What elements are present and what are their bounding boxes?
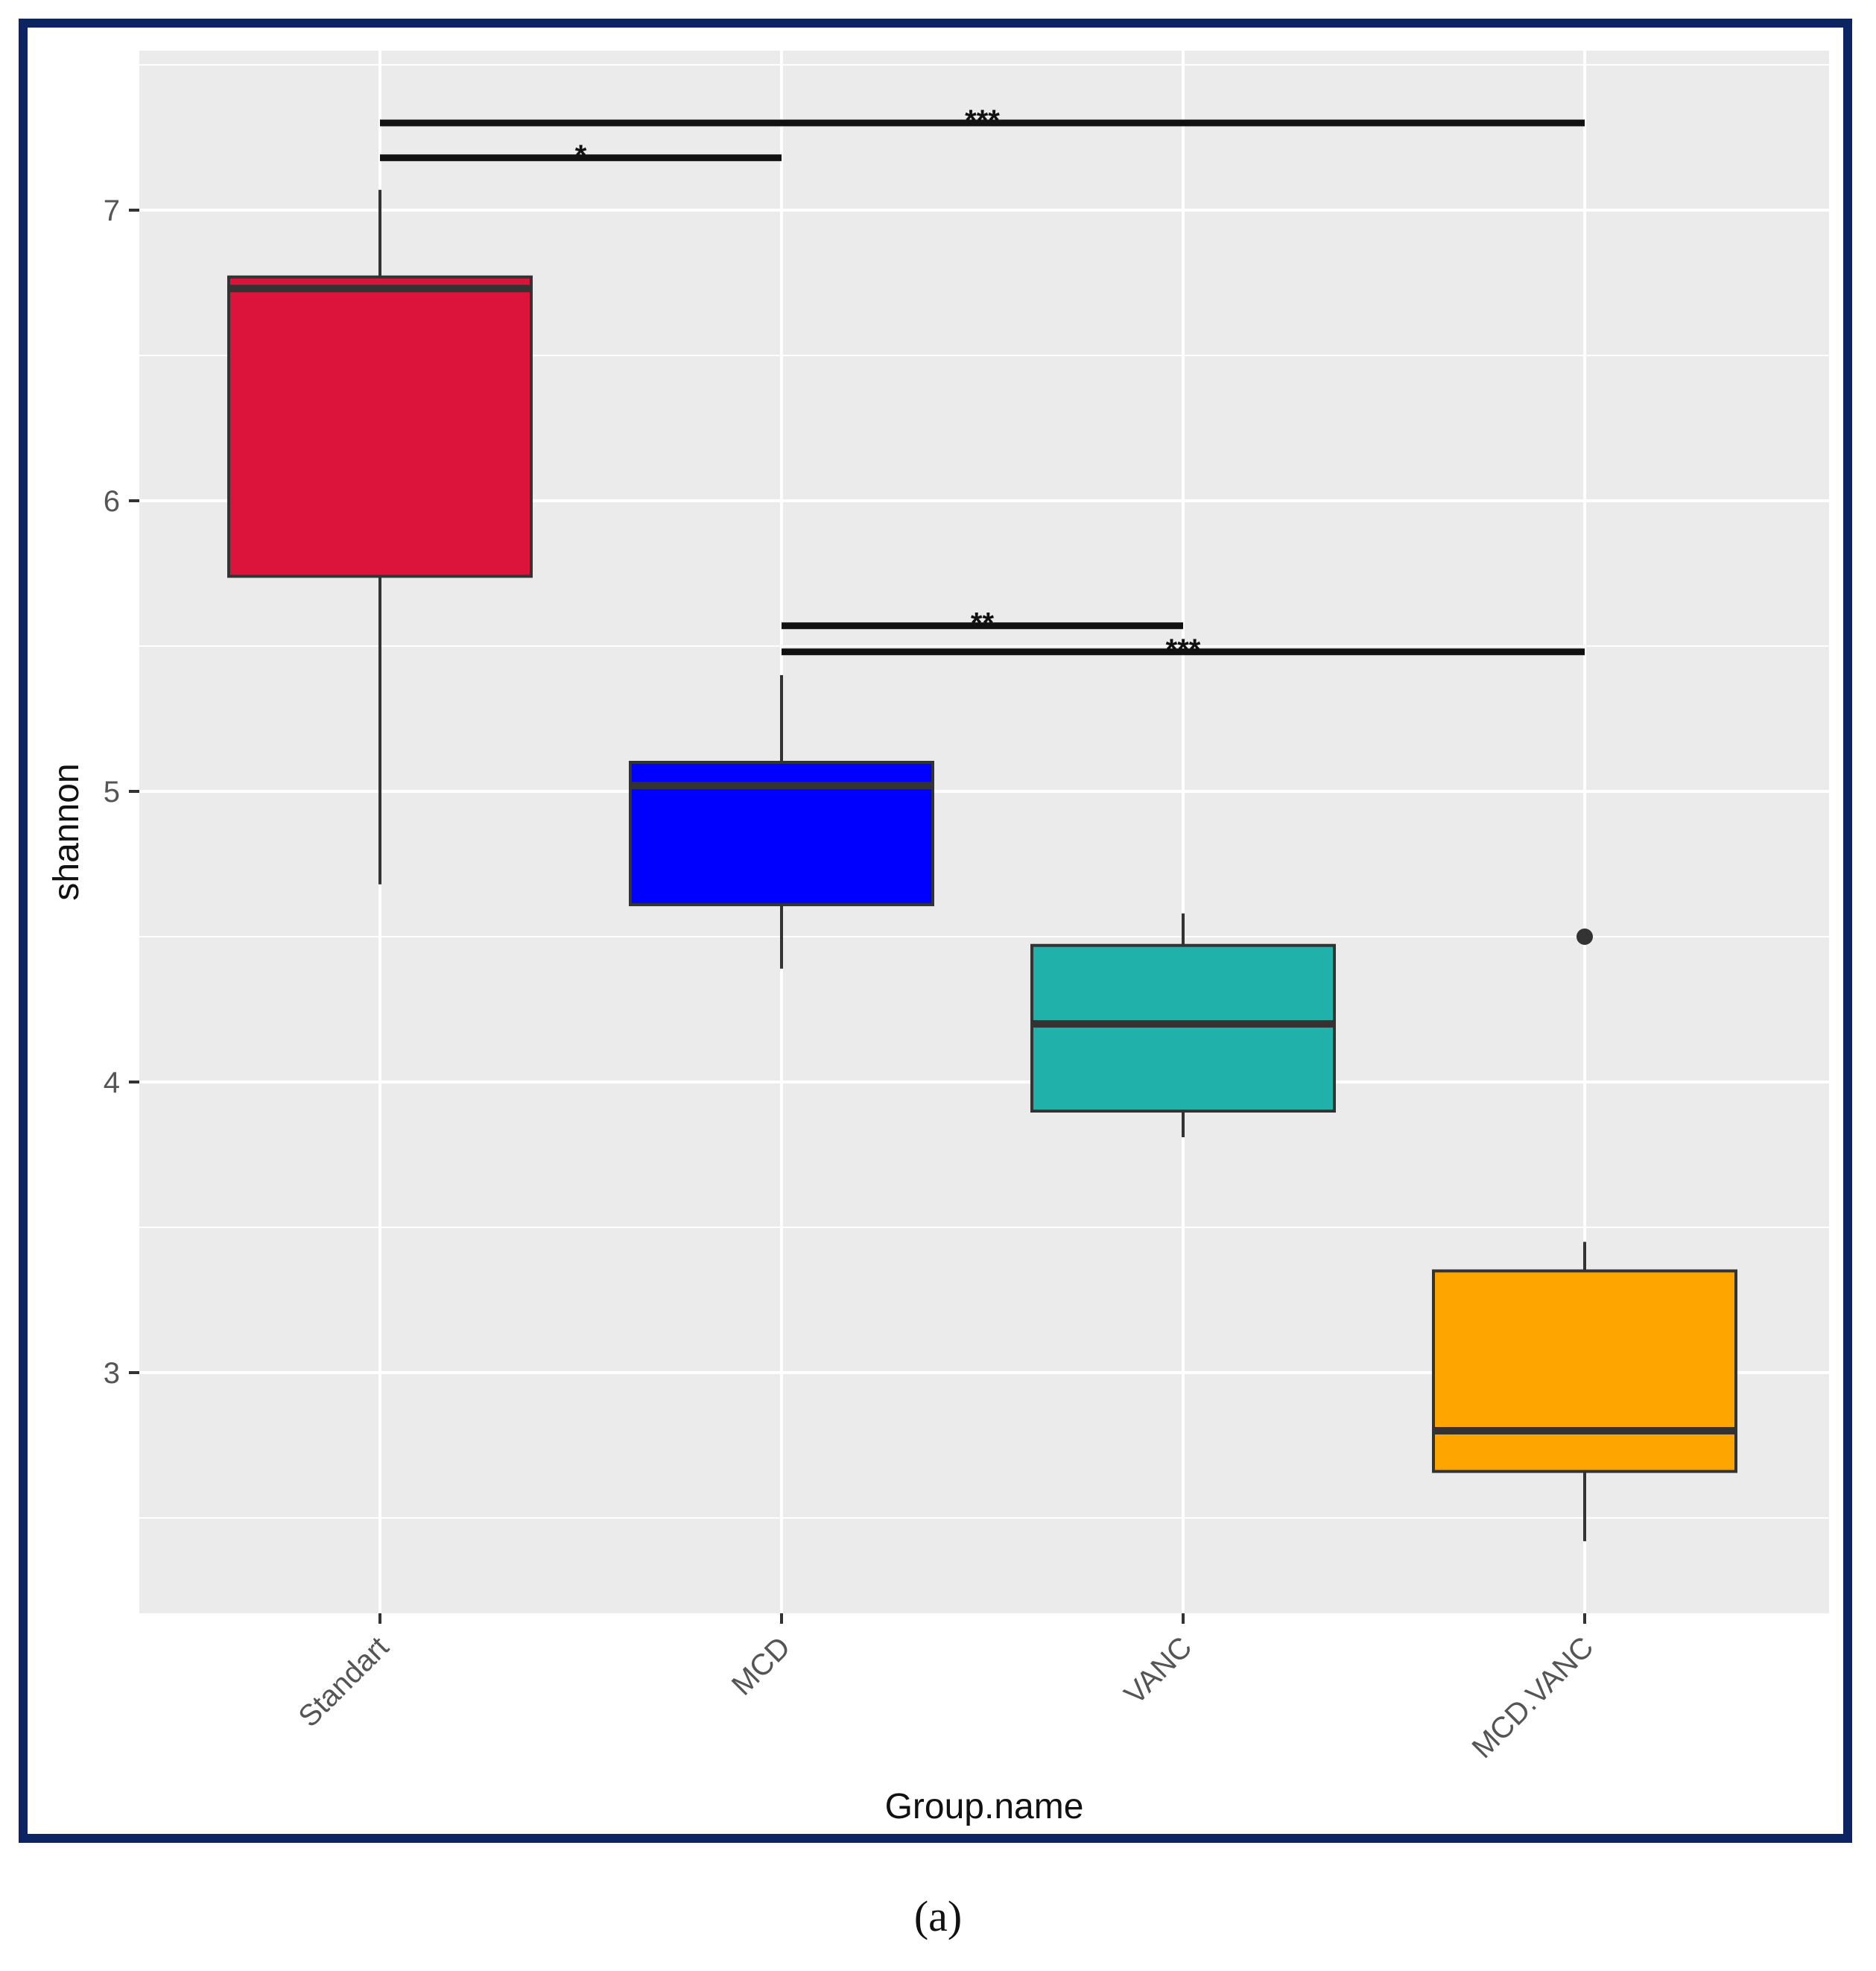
y-tick-label: 3 — [104, 1357, 120, 1390]
significance-bracket: * — [380, 139, 782, 172]
box-vanc — [1030, 913, 1336, 1138]
box-iqr — [1432, 1269, 1737, 1473]
box-mcd — [629, 675, 934, 969]
x-axis-title: Group.name — [885, 1787, 1084, 1826]
figure-caption: (a) — [913, 1892, 963, 1940]
y-axis: 3 4 5 6 7 — [104, 194, 139, 1390]
significance-bracket: *** — [782, 633, 1585, 666]
y-tick-label: 6 — [104, 485, 120, 518]
boxes — [227, 189, 1737, 1542]
x-tick-label: VANC — [1118, 1630, 1199, 1711]
grid-minor — [139, 64, 1829, 1519]
box-standart — [227, 189, 533, 885]
x-tick-label: Standart — [292, 1630, 395, 1733]
significance-label: * — [575, 139, 587, 172]
y-tick-label: 7 — [104, 194, 120, 227]
box-iqr — [227, 275, 533, 578]
significance-brackets: ********* — [380, 104, 1585, 666]
outlier-point — [1576, 928, 1593, 945]
box-iqr — [1030, 943, 1336, 1113]
x-tick-label: MCD — [726, 1630, 797, 1702]
y-axis-title: shannon — [47, 763, 86, 900]
significance-label: *** — [965, 104, 1000, 137]
x-axis: Standart MCD VANC MCD.VANC — [292, 1613, 1600, 1765]
x-tick-label: MCD.VANC — [1465, 1630, 1600, 1765]
significance-bracket: *** — [380, 104, 1585, 137]
box-mcd-vanc — [1432, 928, 1737, 1542]
y-tick-label: 5 — [104, 776, 120, 809]
y-tick-label: 4 — [104, 1066, 120, 1099]
significance-label: *** — [1166, 633, 1201, 666]
significance-label: ** — [971, 607, 995, 640]
significance-bracket: ** — [782, 607, 1183, 640]
